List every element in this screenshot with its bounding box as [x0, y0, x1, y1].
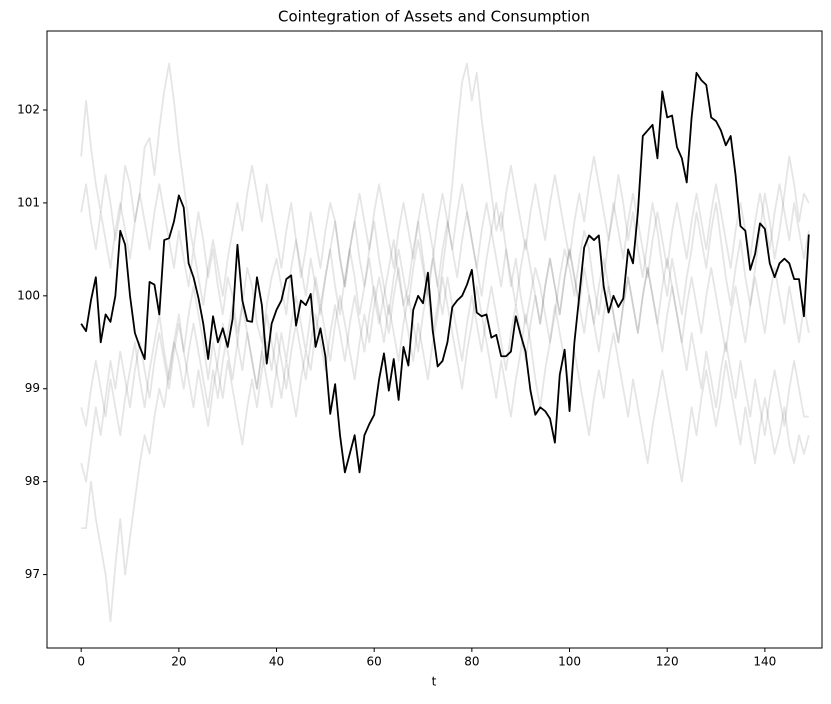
y-tick-label: 101: [17, 195, 40, 209]
y-tick-label: 99: [25, 381, 40, 395]
series-line: [80, 71, 810, 474]
x-tick-label: 80: [464, 655, 479, 669]
y-tick-label: 100: [17, 288, 40, 302]
x-tick-label: 60: [367, 655, 382, 669]
x-tick-label: 120: [656, 655, 679, 669]
series-line: [80, 62, 810, 344]
x-tick-label: 100: [558, 655, 581, 669]
y-tick-label: 97: [25, 567, 40, 581]
series-line: [80, 248, 810, 483]
y-tick-label: 102: [17, 102, 40, 116]
x-tick-label: 40: [269, 655, 284, 669]
x-tick-label: 0: [77, 655, 85, 669]
series-line: [80, 155, 810, 316]
x-tick-label: 140: [753, 655, 776, 669]
series-line: [80, 183, 809, 437]
chart-title: Cointegration of Assets and Consumption: [278, 8, 590, 26]
y-tick-label: 98: [25, 474, 40, 488]
x-axis-label: t: [432, 675, 437, 689]
x-tick-label: 20: [171, 655, 186, 669]
plot-frame: [46, 30, 823, 649]
series-line: [81, 267, 810, 622]
